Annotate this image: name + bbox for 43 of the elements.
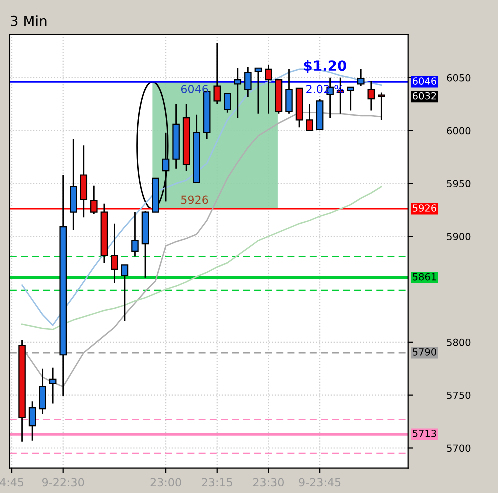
- annotation: 6046: [181, 85, 208, 94]
- y-tick-label: 5700: [447, 444, 471, 452]
- candlestick: [214, 42, 222, 106]
- candlestick: [347, 86, 354, 112]
- candlestick: [111, 223, 118, 284]
- line-series: [22, 186, 382, 330]
- candlestick: [39, 368, 46, 416]
- candlestick: [378, 92, 386, 121]
- candlestick: [244, 66, 252, 98]
- ref-line-label: 5926: [413, 204, 436, 212]
- ref-line-label: 6046: [413, 78, 436, 85]
- candlestick: [357, 68, 365, 88]
- x-tick-label: 23:00: [150, 478, 182, 487]
- candlestick: [234, 68, 242, 119]
- x-tick-label: 9-22:30: [42, 478, 84, 487]
- y-tick-label: 5750: [447, 392, 471, 400]
- candlestick: [265, 64, 272, 115]
- y-tick-label: 5950: [447, 180, 471, 188]
- x-tick-label: 9-23:45: [299, 478, 341, 487]
- candlestick: [121, 264, 129, 322]
- candlestick: [28, 400, 36, 442]
- x-tick-label: 23:30: [254, 478, 284, 487]
- annotation: $1.20: [304, 60, 346, 73]
- ref-line-label: 5861: [413, 273, 436, 281]
- candlestick: [306, 104, 314, 132]
- x-tick-label: 23:15: [202, 478, 232, 487]
- y-tick-label: 6000: [447, 127, 471, 135]
- candlestick: [132, 212, 139, 258]
- chart-title: 3 Min: [11, 16, 47, 26]
- candlestick: [90, 185, 98, 216]
- candlestick: [49, 367, 57, 404]
- annotation: 5926: [182, 196, 208, 204]
- text: 6032: [413, 92, 436, 100]
- ref-line-label: 5713: [413, 430, 436, 438]
- y-tick-label: 5900: [447, 233, 471, 240]
- candlestick: [224, 93, 232, 114]
- x-tick-label: 4:45: [0, 478, 24, 487]
- y-tick-label: 5800: [447, 338, 471, 346]
- candlestick: [254, 68, 262, 115]
- y-tick-label: 6050: [447, 74, 471, 82]
- candlestick: [286, 68, 293, 115]
- candlestick: [368, 80, 376, 112]
- ref-line-label: 5790: [413, 348, 436, 356]
